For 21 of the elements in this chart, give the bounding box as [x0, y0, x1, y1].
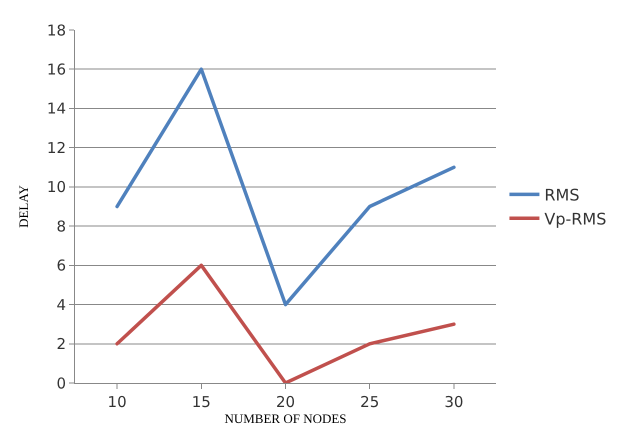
y-tick-label: 18 — [46, 21, 66, 40]
y-tick-label: 12 — [46, 138, 66, 157]
y-tick-label: 6 — [56, 256, 66, 275]
line-series — [115, 67, 456, 306]
y-axis-title: DELAY — [16, 184, 31, 228]
x-tick-label: 25 — [360, 393, 380, 411]
x-tick-label: 15 — [192, 393, 211, 411]
y-tick-label: 0 — [56, 374, 66, 392]
y-tick-label: 8 — [56, 217, 66, 236]
line-series — [115, 264, 456, 383]
y-tick-label: 14 — [46, 100, 66, 118]
x-tick-label: 10 — [108, 393, 127, 411]
y-tick-label: 2 — [56, 335, 66, 354]
x-tick-label: 30 — [444, 393, 464, 411]
y-tick-label: 16 — [46, 60, 66, 78]
y-tick-label: 10 — [46, 178, 66, 196]
x-tick-label: 20 — [276, 393, 296, 411]
legend-label: Vp-RMS — [544, 209, 606, 228]
y-tick-label: 4 — [56, 296, 66, 314]
x-axis-title: NUMBER OF NODES — [224, 411, 347, 426]
legend-label: RMS — [544, 186, 580, 205]
